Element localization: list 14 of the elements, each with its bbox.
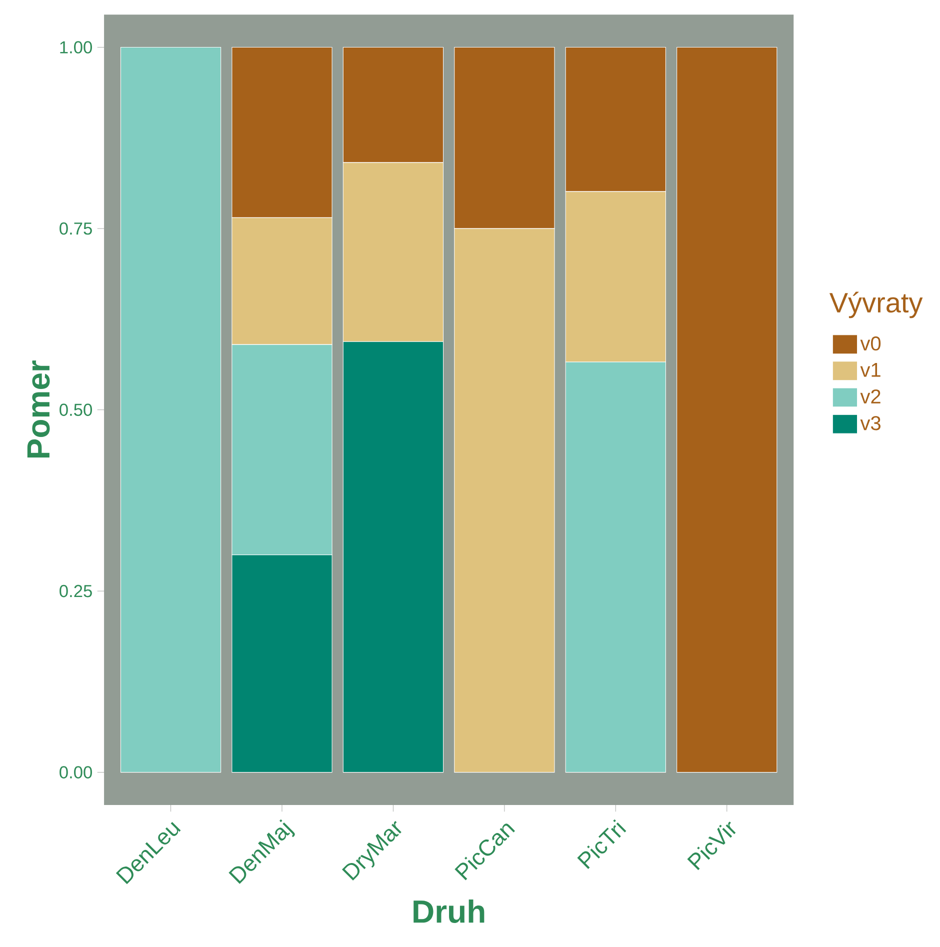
bar [676,47,778,773]
y-axis-title: Pomer [27,360,50,458]
legend-label: v3 [860,416,880,430]
x-axis-title: Druh [413,899,484,923]
y-tick-label: 0.25 [59,584,92,598]
y-tick-label: 0.50 [59,404,92,416]
y-tick-label: 0.75 [59,222,92,235]
legend-label: v2 [860,389,880,404]
legend-title: Vývraty [829,292,923,318]
bar [120,47,221,773]
legend-label: v0 [860,336,880,351]
legend-label: v1 [860,363,880,377]
y-tick-label: 1.00 [60,41,92,54]
y-tick-label: 0.00 [59,766,92,778]
